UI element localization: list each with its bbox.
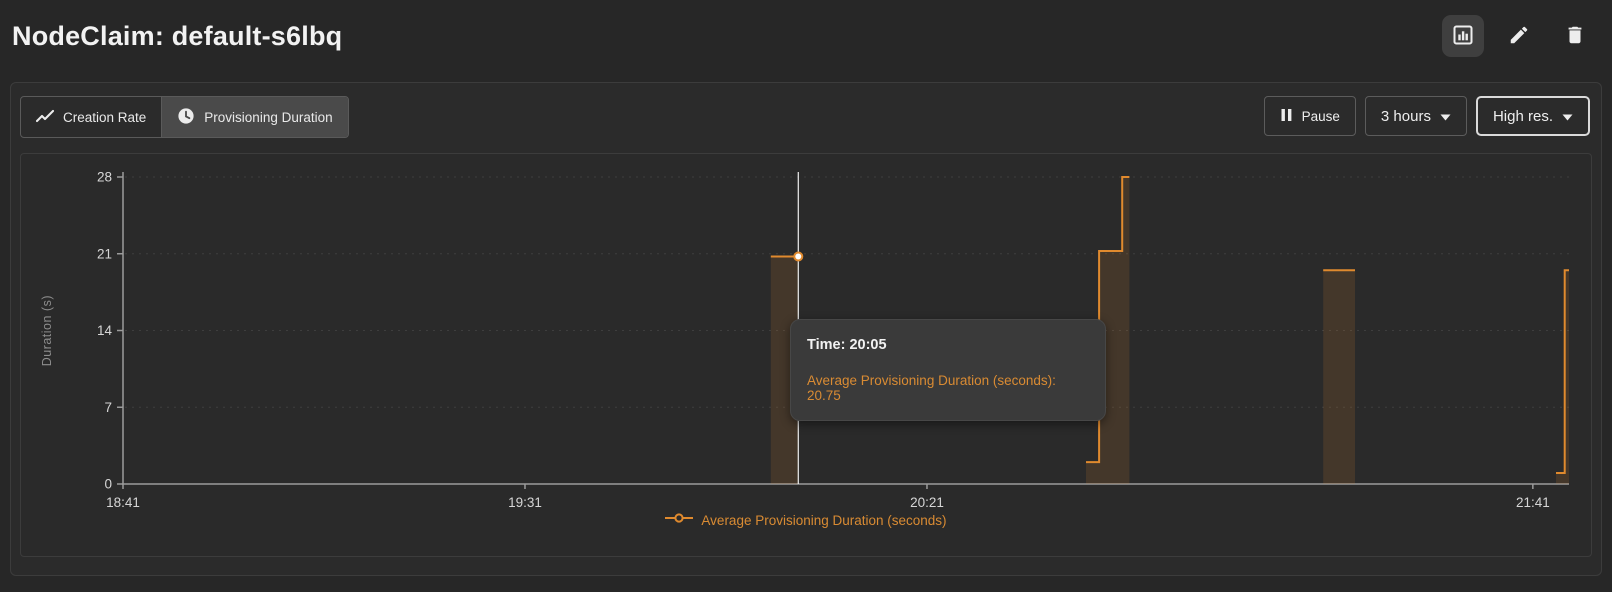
tooltip-time: Time: 20:05	[807, 337, 887, 353]
chart-view-toggle-button[interactable]	[1442, 15, 1484, 57]
chart-tooltip: Time: 20:05 Average Provisioning Duratio…	[790, 319, 1106, 421]
toolbar-controls: Pause 3 hours High res.	[1263, 96, 1590, 136]
tab-provisioning-duration[interactable]: Provisioning Duration	[161, 97, 348, 137]
header-actions	[1442, 15, 1596, 57]
metric-tabs: Creation Rate Provisioning Duration	[20, 96, 349, 138]
legend-item-avg-provisioning-duration[interactable]: Average Provisioning Duration (seconds)	[21, 511, 1591, 529]
time-range-dropdown[interactable]: 3 hours	[1364, 96, 1467, 136]
chevron-down-icon	[1440, 108, 1451, 125]
svg-text:0: 0	[104, 477, 112, 492]
resolution-dropdown[interactable]: High res.	[1475, 96, 1590, 136]
svg-text:20:21: 20:21	[910, 495, 944, 510]
tooltip-value: Average Provisioning Duration (seconds):…	[807, 373, 1056, 403]
page-title: NodeClaim: default-s6lbq	[12, 20, 343, 51]
page-header: NodeClaim: default-s6lbq	[0, 0, 1612, 72]
trend-line-icon	[35, 108, 55, 127]
y-axis-title: Duration (s)	[40, 294, 54, 367]
svg-text:14: 14	[97, 323, 113, 338]
line-dot-marker-icon	[665, 511, 694, 529]
svg-text:18:41: 18:41	[106, 495, 140, 510]
delete-button[interactable]	[1554, 15, 1596, 57]
trash-icon	[1564, 24, 1586, 49]
chart-toolbar: Creation Rate Provisioning Duration	[11, 83, 1601, 138]
chart-panel: Duration (s) 0 7 14 21 28 18:41 19:31 20:21 21:4…	[20, 153, 1592, 557]
svg-text:7: 7	[104, 400, 112, 415]
pause-button[interactable]: Pause	[1263, 96, 1356, 136]
svg-text:28: 28	[97, 170, 112, 185]
tab-label: Creation Rate	[63, 109, 147, 125]
resolution-value: High res.	[1492, 107, 1553, 125]
time-range-value: 3 hours	[1380, 107, 1431, 125]
clock-icon	[177, 107, 195, 128]
bar-chart-icon	[1451, 23, 1475, 50]
pencil-icon	[1508, 24, 1530, 49]
svg-text:19:31: 19:31	[508, 495, 542, 510]
pause-icon	[1280, 108, 1293, 125]
svg-text:21:41: 21:41	[1516, 495, 1550, 510]
tab-label: Provisioning Duration	[204, 109, 333, 125]
chevron-down-icon	[1562, 108, 1573, 125]
legend-label: Average Provisioning Duration (seconds)	[701, 512, 947, 528]
pause-label: Pause	[1301, 108, 1340, 124]
svg-text:21: 21	[97, 246, 112, 261]
nodeclaim-metrics-card: Creation Rate Provisioning Duration	[10, 82, 1602, 576]
edit-button[interactable]	[1498, 15, 1540, 57]
tab-creation-rate[interactable]: Creation Rate	[21, 97, 161, 137]
